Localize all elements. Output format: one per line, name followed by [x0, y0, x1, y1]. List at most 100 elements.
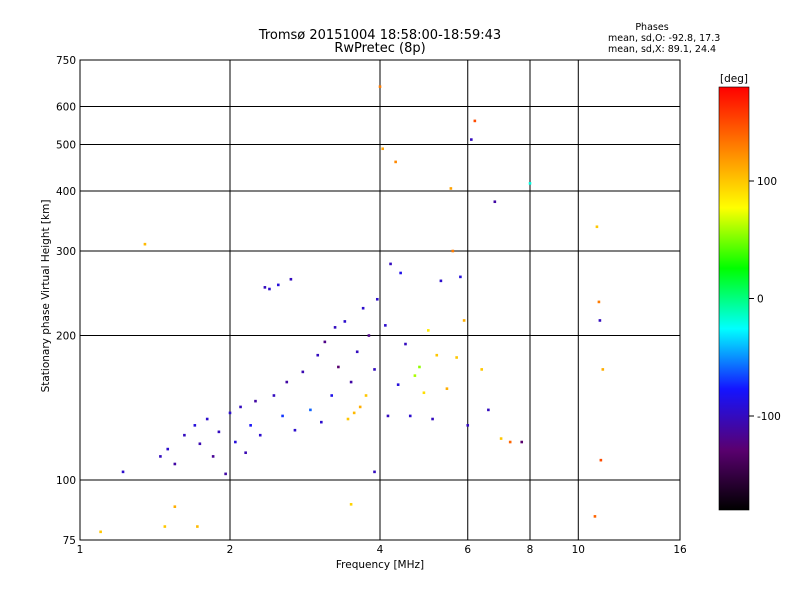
- echo-point: [285, 380, 289, 384]
- x-tick-label: 8: [527, 544, 534, 556]
- echo-point: [404, 342, 407, 346]
- echo-point: [451, 249, 455, 253]
- echo-point: [343, 320, 347, 323]
- echo-point: [470, 138, 473, 141]
- echo-point: [228, 411, 232, 415]
- echo-point: [293, 428, 297, 432]
- echo-point: [163, 525, 167, 528]
- echo-point: [528, 182, 532, 185]
- x-tick-label: 6: [464, 544, 471, 556]
- echo-point: [166, 447, 170, 451]
- echo-point: [431, 417, 434, 421]
- echo-point: [466, 424, 470, 427]
- echo-point: [224, 472, 227, 476]
- colorbar-tick-label: 100: [757, 176, 777, 188]
- x-tick-label: 1: [77, 544, 84, 556]
- echo-point: [173, 505, 177, 508]
- echo-point: [346, 417, 350, 421]
- echo-point: [597, 300, 601, 304]
- echo-point: [121, 470, 125, 474]
- chart-subtitle: RwPretec (8p): [334, 41, 425, 56]
- y-tick-label: 200: [56, 331, 76, 343]
- echo-point: [439, 279, 443, 283]
- echo-point: [375, 297, 379, 301]
- y-tick-label: 600: [56, 102, 76, 114]
- echo-point: [352, 411, 356, 415]
- colorbar-label: [deg]: [720, 73, 748, 85]
- echo-point: [449, 187, 453, 190]
- echo-point: [268, 287, 271, 291]
- y-axis-ticks: 75 100 200 300 400 500 600 750: [56, 55, 76, 547]
- phase-colorbar: [718, 86, 750, 511]
- y-axis-label: Stationary phase Virtual Height [km]: [40, 200, 52, 393]
- chart-title: Tromsø 20151004 18:58:00-18:59:43: [258, 28, 501, 43]
- echo-point: [413, 374, 417, 377]
- echo-point: [373, 470, 376, 474]
- echo-point: [598, 319, 602, 322]
- data-points: [99, 85, 605, 534]
- echo-point: [473, 119, 477, 123]
- echo-point: [373, 368, 376, 371]
- y-tick-label: 100: [56, 475, 76, 487]
- echo-point: [205, 417, 209, 421]
- x-tick-label: 2: [227, 544, 234, 556]
- echo-point: [211, 455, 215, 458]
- echo-point: [595, 225, 599, 229]
- echo-point: [281, 414, 284, 418]
- echo-point: [394, 160, 397, 164]
- echo-point: [386, 414, 390, 418]
- y-tick-label: 500: [56, 140, 76, 152]
- echo-point: [263, 286, 267, 289]
- echo-point: [422, 391, 426, 395]
- phase-stats-title: Phases: [635, 22, 668, 33]
- echo-point: [309, 408, 312, 412]
- phase-stats-x: mean, sd,X: 89.1, 24.4: [608, 44, 716, 55]
- echo-point: [381, 147, 384, 151]
- echo-point: [593, 515, 597, 518]
- echo-point: [198, 442, 202, 446]
- echo-point: [276, 283, 280, 287]
- echo-point: [244, 451, 247, 455]
- echo-point: [520, 440, 524, 444]
- echo-point: [367, 334, 371, 337]
- echo-point: [217, 430, 221, 434]
- echo-point: [173, 462, 177, 466]
- y-tick-label: 400: [56, 186, 76, 198]
- echo-point: [183, 433, 186, 437]
- y-tick-label: 75: [63, 535, 76, 547]
- echo-point: [426, 329, 430, 332]
- phase-stats-o: mean, sd,O: -92.8, 17.3: [608, 33, 720, 44]
- echo-point: [493, 200, 497, 204]
- echo-point: [487, 408, 490, 412]
- echo-point: [301, 370, 305, 374]
- x-axis-label: Frequency [MHz]: [336, 559, 424, 571]
- echo-point: [258, 433, 262, 437]
- echo-point: [418, 365, 421, 369]
- echo-point: [333, 326, 337, 329]
- echo-point: [349, 503, 353, 506]
- echo-point: [239, 405, 242, 409]
- x-axis-ticks: 1 2 4 6 8 10 16: [77, 544, 687, 556]
- echo-point: [499, 437, 503, 440]
- y-tick-label: 750: [56, 55, 76, 67]
- echo-point: [455, 356, 458, 359]
- echo-point: [289, 277, 293, 281]
- echo-point: [462, 319, 466, 322]
- echo-point: [445, 387, 449, 390]
- echo-point: [480, 368, 484, 371]
- echo-point: [99, 530, 102, 534]
- echo-point: [349, 380, 353, 384]
- x-tick-label: 10: [572, 544, 585, 556]
- x-tick-label: 16: [673, 544, 687, 556]
- echo-point: [272, 394, 276, 397]
- echo-point: [249, 424, 252, 427]
- echo-point: [396, 383, 400, 386]
- echo-point: [316, 353, 320, 357]
- echo-point: [254, 399, 257, 403]
- echo-point: [330, 394, 334, 397]
- grid-lines: [79, 59, 681, 541]
- echo-point: [196, 525, 199, 528]
- echo-point: [508, 440, 512, 444]
- plot-frame: [79, 59, 681, 541]
